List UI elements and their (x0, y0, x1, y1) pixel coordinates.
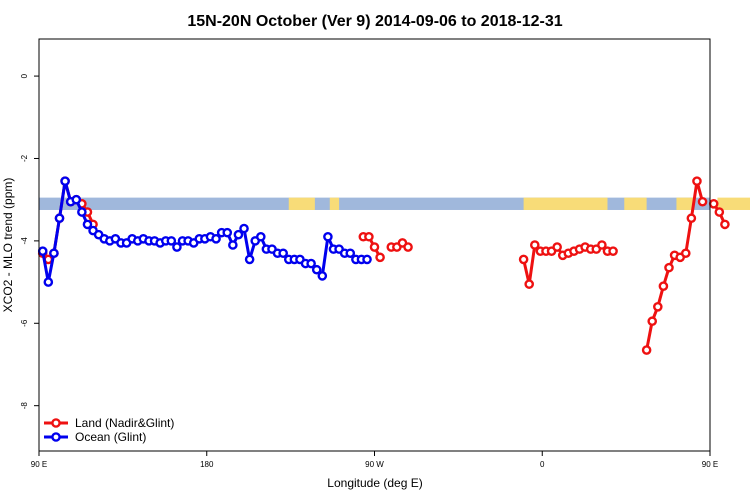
data-point (653, 301, 663, 312)
data-point (77, 207, 87, 217)
data-point (403, 242, 413, 252)
data-point (172, 242, 182, 252)
data-point (714, 207, 725, 217)
data-point (54, 213, 65, 224)
x-tick-label: 90 E (31, 460, 47, 469)
data-point (60, 176, 70, 186)
legend: Land (Nadir&Glint)Ocean (Glint) (44, 416, 174, 444)
data-point (345, 248, 356, 259)
data-point (37, 246, 48, 256)
series-ocean (37, 176, 372, 287)
data-point (49, 248, 59, 259)
y-tick-label: -6 (20, 319, 29, 327)
data-point (211, 234, 221, 244)
data-point (375, 252, 385, 263)
legend-marker (51, 418, 61, 428)
data-point (311, 264, 322, 275)
data-point (306, 258, 316, 269)
data-point (647, 316, 658, 327)
data-point (323, 231, 333, 242)
data-point (43, 277, 54, 287)
data-point (369, 242, 380, 252)
land-mask-band (39, 197, 750, 210)
data-point (317, 271, 328, 281)
data-point (552, 242, 562, 252)
y-tick-label: 0 (20, 73, 29, 78)
data-point (692, 176, 702, 186)
data-point (244, 254, 255, 265)
data-point (364, 231, 374, 242)
data-point (71, 194, 82, 205)
data-point (697, 196, 708, 207)
data-point (658, 281, 669, 292)
x-axis-label: Longitude (deg E) (327, 476, 422, 490)
data-point (278, 248, 288, 259)
data-point (233, 229, 244, 240)
data-point (362, 254, 372, 265)
land-band-segment (329, 197, 340, 210)
plot-series (37, 176, 730, 355)
land-band-segment (624, 197, 647, 210)
data-point (708, 198, 719, 209)
land-band-segment (676, 197, 694, 210)
data-point (256, 231, 266, 242)
land-band-segment (717, 197, 750, 210)
data-point (641, 345, 652, 355)
x-axis: 90 E 180 90 W 0 90 E (31, 451, 718, 469)
y-axis-label: XCO2 - MLO trend (ppm) (1, 178, 15, 313)
data-point (529, 240, 540, 250)
x-tick-label: 180 (200, 460, 214, 469)
legend-label: Land (Nadir&Glint) (75, 416, 174, 430)
data-point (608, 246, 618, 256)
ocean-band (39, 197, 710, 210)
data-point (524, 279, 535, 289)
data-point (720, 219, 730, 230)
land-band-segment (523, 197, 608, 210)
x-tick-label: 0 (540, 460, 545, 469)
data-point (228, 240, 238, 250)
data-point (680, 248, 691, 259)
data-point (166, 236, 177, 246)
y-tick-label: -2 (20, 154, 29, 162)
data-point (239, 223, 249, 234)
chart-title: 15N-20N October (Ver 9) 2014-09-06 to 20… (187, 13, 562, 30)
x-tick-label: 90 W (365, 460, 384, 469)
y-axis: 0 -2 -4 -6 -8 (20, 73, 39, 409)
data-point (222, 227, 233, 238)
x-tick-label: 90 E (702, 460, 718, 469)
y-tick-label: -4 (20, 237, 29, 245)
data-point (686, 213, 697, 224)
data-point (518, 254, 529, 265)
legend-label: Ocean (Glint) (75, 430, 146, 444)
land-band-segment (288, 197, 315, 210)
data-point (82, 219, 93, 230)
data-point (597, 240, 607, 250)
legend-marker (51, 432, 61, 442)
data-point (664, 262, 674, 273)
y-tick-label: -8 (20, 402, 29, 410)
